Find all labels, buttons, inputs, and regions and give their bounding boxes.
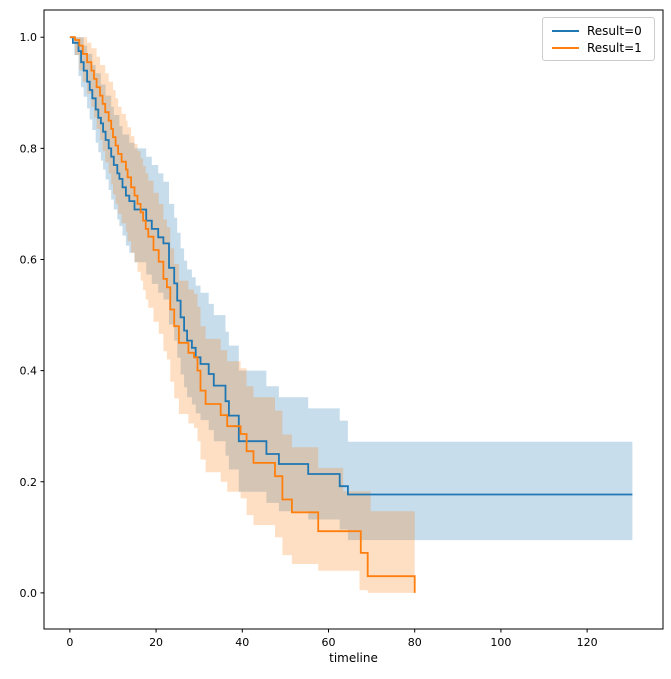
km-line-result0: [69, 36, 633, 496]
x-tick-label: 120: [577, 636, 598, 649]
legend-label-result0: Result=0: [587, 24, 642, 39]
legend-box: Result=0 Result=1: [542, 17, 655, 61]
x-tick-label: 60: [321, 636, 335, 649]
x-tick-label: 80: [408, 636, 422, 649]
x-tick-label: 100: [490, 636, 511, 649]
x-axis-label: timeline: [329, 651, 378, 665]
y-tick-label: 0.4: [20, 365, 38, 378]
confidence-band-result0: [69, 37, 633, 541]
x-tick-label: 20: [149, 636, 163, 649]
legend-swatch-1: [552, 46, 579, 49]
y-tick-label: 1.0: [20, 31, 38, 44]
legend-label-result1: Result=1: [587, 40, 642, 55]
km-line-result1: [69, 36, 416, 593]
y-tick-label: 0.2: [20, 476, 38, 489]
x-tick-label: 40: [235, 636, 249, 649]
y-tick-label: 0.6: [20, 253, 38, 266]
y-tick-label: 0.0: [20, 587, 38, 600]
legend-entry-result1: Result=1: [552, 40, 646, 57]
legend-swatch-0: [552, 30, 579, 33]
plot-border: [43, 9, 664, 630]
confidence-band-result1: [69, 37, 415, 593]
legend-entry-result0: Result=0: [552, 23, 646, 40]
y-tick-label: 0.8: [20, 142, 38, 155]
x-tick-label: 0: [66, 636, 73, 649]
